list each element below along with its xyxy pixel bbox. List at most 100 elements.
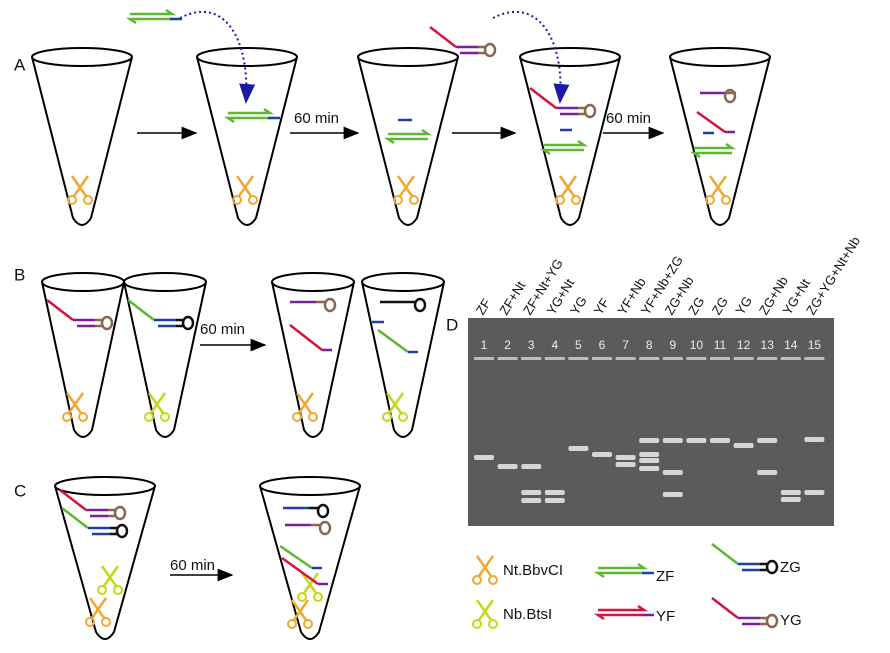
well <box>474 357 494 360</box>
strand <box>228 109 270 113</box>
tube-rim <box>358 48 458 66</box>
lane-number: 1 <box>481 338 488 352</box>
hairpin-arm <box>430 27 456 47</box>
hairpin-loop <box>115 507 125 519</box>
hairpin-stem <box>456 47 478 53</box>
gel-band <box>521 498 541 503</box>
tube-rim <box>32 48 132 66</box>
transfer-arrow <box>180 12 246 102</box>
scissor-blade <box>562 176 576 196</box>
scissor-handle <box>314 593 322 601</box>
panel-label: C <box>14 481 26 500</box>
well <box>804 357 824 360</box>
gel-band <box>592 452 612 457</box>
strand <box>598 606 644 610</box>
lane-number: 4 <box>551 338 558 352</box>
well <box>592 357 612 360</box>
scissor-handle <box>722 196 730 204</box>
hairpin-stem <box>556 108 578 114</box>
scissor-handle <box>84 196 92 204</box>
legend-label: YF <box>656 608 675 625</box>
lane-number: 6 <box>599 338 606 352</box>
gel-band <box>757 438 777 443</box>
scissor-handle <box>304 620 312 628</box>
well <box>521 357 541 360</box>
scissor-blade <box>102 566 116 586</box>
scissor-blade <box>398 176 412 196</box>
scissor-blade <box>477 556 491 576</box>
strand <box>544 150 584 154</box>
strand <box>130 10 172 14</box>
tube-body <box>670 57 770 225</box>
gel-band <box>804 490 824 495</box>
strand <box>694 144 732 148</box>
lane-number: 9 <box>669 338 676 352</box>
scissor-blade <box>479 556 493 576</box>
lane-label: ZG <box>709 294 731 317</box>
hairpin-stem <box>86 510 108 516</box>
scissor-handle <box>383 413 391 421</box>
step-label: 60 min <box>200 321 245 338</box>
hairpin-loop <box>183 317 193 329</box>
gel-band <box>639 452 659 457</box>
fragment <box>697 112 725 132</box>
gel-band <box>663 492 683 497</box>
well <box>757 357 777 360</box>
scissor-handle <box>473 576 481 584</box>
gel-band <box>568 446 588 451</box>
gel-band <box>498 464 518 469</box>
scissor-handle <box>161 413 169 421</box>
strand <box>544 141 584 145</box>
hairpin-loop <box>485 44 495 56</box>
gel-band <box>639 466 659 471</box>
gel-band <box>757 470 777 475</box>
lane-number: 11 <box>714 338 727 352</box>
well <box>545 357 565 360</box>
gel-band <box>663 438 683 443</box>
well <box>781 357 801 360</box>
gel-band <box>639 458 659 463</box>
tube-rim <box>260 477 360 495</box>
legend-label: Nt.BbvCI <box>503 562 563 579</box>
lane-label: ZG <box>685 294 707 317</box>
well <box>568 357 588 360</box>
legend-label: ZF <box>656 568 674 585</box>
gel-band <box>616 462 636 467</box>
lane-number: 10 <box>690 338 704 352</box>
scissor-blade <box>389 393 403 413</box>
scissor-blade <box>74 176 88 196</box>
scissor-handle <box>473 620 481 628</box>
scissor-handle <box>98 586 106 594</box>
strand <box>694 153 732 157</box>
hairpin-loop <box>325 299 335 311</box>
fragment <box>290 325 322 350</box>
tube-rim <box>670 48 770 66</box>
panel-label: D <box>446 315 458 334</box>
gel-band <box>639 438 659 443</box>
scissor-blade <box>400 176 414 196</box>
well <box>710 357 730 360</box>
scissor-blade <box>477 600 491 620</box>
scissor-handle <box>298 593 306 601</box>
hairpin-loop <box>102 317 112 329</box>
hairpin-loop <box>320 522 330 534</box>
scissor-blade <box>712 176 726 196</box>
hairpin-arm <box>47 300 73 320</box>
hairpin-loop <box>318 505 328 517</box>
well <box>616 357 636 360</box>
legend-label: Nb.BtsI <box>503 606 552 623</box>
lane-number: 5 <box>575 338 582 352</box>
well <box>639 357 659 360</box>
gel-band <box>686 438 706 443</box>
tube-body <box>197 57 297 225</box>
fragment <box>280 546 312 568</box>
gel-band <box>545 490 565 495</box>
lane-label: ZG+YG+Nt+Nb <box>803 234 863 318</box>
gel-band <box>521 464 541 469</box>
tube-rim <box>362 273 444 291</box>
hairpin-stem <box>738 618 760 624</box>
lane-number: 3 <box>528 338 535 352</box>
scissor-blade <box>239 176 253 196</box>
hairpin-stem <box>73 320 95 326</box>
hairpin-loop <box>117 525 127 537</box>
